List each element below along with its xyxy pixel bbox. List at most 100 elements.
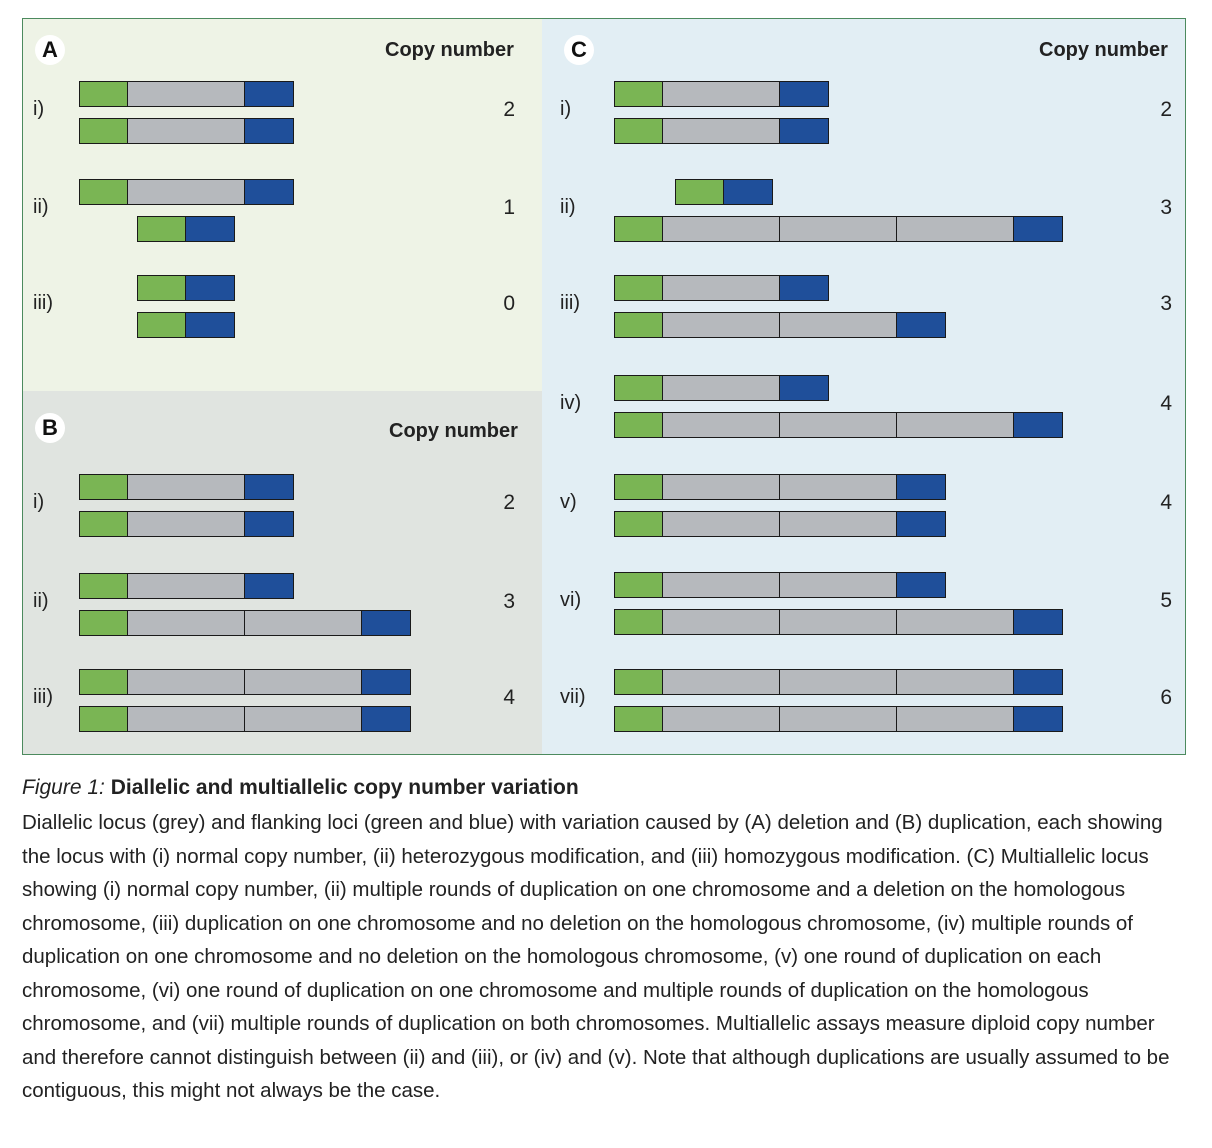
chromosome-b-1-1 bbox=[79, 474, 294, 500]
flanking-locus-green bbox=[80, 512, 128, 536]
chromosome-b-3-1 bbox=[79, 669, 411, 695]
diallelic-locus-grey bbox=[780, 313, 897, 337]
chromosome-c-2-2 bbox=[614, 216, 1063, 242]
diallelic-locus-grey bbox=[663, 217, 780, 241]
chromosome-c-7-1 bbox=[614, 669, 1063, 695]
figure-frame: A Copy number i) 2 ii) 1 iii) 0 B Copy number i) 2… bbox=[22, 18, 1186, 755]
diallelic-locus-grey bbox=[128, 475, 245, 499]
panel-c-multiallelic: C Copy number i) 2 ii) 3 iii) 3 iv) 4 v) 4 vi) 5 vii) 6 bbox=[542, 19, 1185, 754]
diallelic-locus-grey bbox=[245, 670, 362, 694]
chromosome-a-2-1 bbox=[79, 179, 294, 205]
chromosome-c-3-1 bbox=[614, 275, 829, 301]
panel-b-row-label: i) bbox=[33, 491, 45, 513]
flanking-locus-blue bbox=[897, 475, 945, 499]
diallelic-locus-grey bbox=[128, 707, 245, 731]
flanking-locus-green bbox=[80, 611, 128, 635]
flanking-locus-blue bbox=[186, 276, 234, 300]
diallelic-locus-grey bbox=[663, 707, 780, 731]
flanking-locus-green bbox=[80, 119, 128, 143]
caption-title: Figure 1: Diallelic and multiallelic cop… bbox=[22, 774, 1192, 802]
panel-c-row-label: iii) bbox=[560, 292, 580, 314]
flanking-locus-green bbox=[615, 376, 663, 400]
diallelic-locus-grey bbox=[897, 610, 1014, 634]
panel-c-row-label: v) bbox=[560, 491, 577, 513]
flanking-locus-blue bbox=[362, 707, 410, 731]
flanking-locus-green bbox=[615, 670, 663, 694]
diallelic-locus-grey bbox=[897, 670, 1014, 694]
flanking-locus-green bbox=[615, 217, 663, 241]
diallelic-locus-grey bbox=[128, 180, 245, 204]
diallelic-locus-grey bbox=[663, 512, 780, 536]
flanking-locus-blue bbox=[1014, 217, 1062, 241]
flanking-locus-green bbox=[615, 707, 663, 731]
flanking-locus-green bbox=[80, 574, 128, 598]
diallelic-locus-grey bbox=[128, 670, 245, 694]
flanking-locus-green bbox=[676, 180, 724, 204]
diallelic-locus-grey bbox=[128, 611, 245, 635]
chromosome-c-4-2 bbox=[614, 412, 1063, 438]
panel-b-letter: B bbox=[35, 413, 65, 443]
diallelic-locus-grey bbox=[897, 413, 1014, 437]
flanking-locus-blue bbox=[245, 119, 293, 143]
flanking-locus-blue bbox=[245, 475, 293, 499]
chromosome-a-3-2 bbox=[137, 312, 235, 338]
chromosome-c-5-1 bbox=[614, 474, 946, 500]
flanking-locus-blue bbox=[1014, 610, 1062, 634]
figure-caption: Figure 1: Diallelic and multiallelic cop… bbox=[22, 774, 1192, 1108]
panel-a-copy-number-value: 0 bbox=[503, 292, 515, 315]
flanking-locus-green bbox=[80, 707, 128, 731]
panel-c-copy-number-heading: Copy number bbox=[1039, 39, 1168, 61]
diallelic-locus-grey bbox=[245, 707, 362, 731]
flanking-locus-blue bbox=[897, 313, 945, 337]
flanking-locus-green bbox=[615, 610, 663, 634]
diallelic-locus-grey bbox=[663, 670, 780, 694]
chromosome-a-3-1 bbox=[137, 275, 235, 301]
chromosome-b-2-2 bbox=[79, 610, 411, 636]
panel-a-copy-number-value: 2 bbox=[503, 98, 515, 121]
flanking-locus-blue bbox=[780, 276, 828, 300]
diallelic-locus-grey bbox=[128, 119, 245, 143]
diallelic-locus-grey bbox=[663, 276, 780, 300]
flanking-locus-blue bbox=[186, 217, 234, 241]
panel-b-copy-number-heading: Copy number bbox=[389, 420, 518, 442]
flanking-locus-blue bbox=[362, 670, 410, 694]
panel-c-row-label: ii) bbox=[560, 196, 576, 218]
flanking-locus-green bbox=[615, 276, 663, 300]
panel-c-copy-number-value: 3 bbox=[1160, 196, 1172, 219]
flanking-locus-blue bbox=[724, 180, 772, 204]
flanking-locus-blue bbox=[245, 574, 293, 598]
flanking-locus-blue bbox=[780, 119, 828, 143]
flanking-locus-green bbox=[80, 475, 128, 499]
caption-title-text: Diallelic and multiallelic copy number v… bbox=[104, 776, 579, 799]
diallelic-locus-grey bbox=[663, 573, 780, 597]
chromosome-c-6-2 bbox=[614, 609, 1063, 635]
flanking-locus-green bbox=[615, 313, 663, 337]
flanking-locus-blue bbox=[245, 512, 293, 536]
panel-b-copy-number-value: 3 bbox=[503, 590, 515, 613]
flanking-locus-blue bbox=[1014, 707, 1062, 731]
diallelic-locus-grey bbox=[897, 707, 1014, 731]
flanking-locus-green bbox=[80, 82, 128, 106]
chromosome-b-3-2 bbox=[79, 706, 411, 732]
chromosome-a-1-1 bbox=[79, 81, 294, 107]
diallelic-locus-grey bbox=[663, 610, 780, 634]
panel-c-row-label: i) bbox=[560, 98, 572, 120]
panel-b-row-label: ii) bbox=[33, 590, 49, 612]
flanking-locus-green bbox=[138, 217, 186, 241]
caption-figure-number: Figure 1: bbox=[22, 776, 105, 799]
chromosome-c-1-1 bbox=[614, 81, 829, 107]
diallelic-locus-grey bbox=[780, 573, 897, 597]
chromosome-c-1-2 bbox=[614, 118, 829, 144]
chromosome-c-5-2 bbox=[614, 511, 946, 537]
flanking-locus-green bbox=[138, 276, 186, 300]
flanking-locus-blue bbox=[780, 82, 828, 106]
chromosome-b-2-1 bbox=[79, 573, 294, 599]
flanking-locus-blue bbox=[897, 573, 945, 597]
panel-a-copy-number-heading: Copy number bbox=[385, 39, 514, 61]
diallelic-locus-grey bbox=[780, 413, 897, 437]
flanking-locus-blue bbox=[362, 611, 410, 635]
diallelic-locus-grey bbox=[663, 413, 780, 437]
flanking-locus-green bbox=[615, 475, 663, 499]
flanking-locus-green bbox=[615, 512, 663, 536]
chromosome-c-3-2 bbox=[614, 312, 946, 338]
